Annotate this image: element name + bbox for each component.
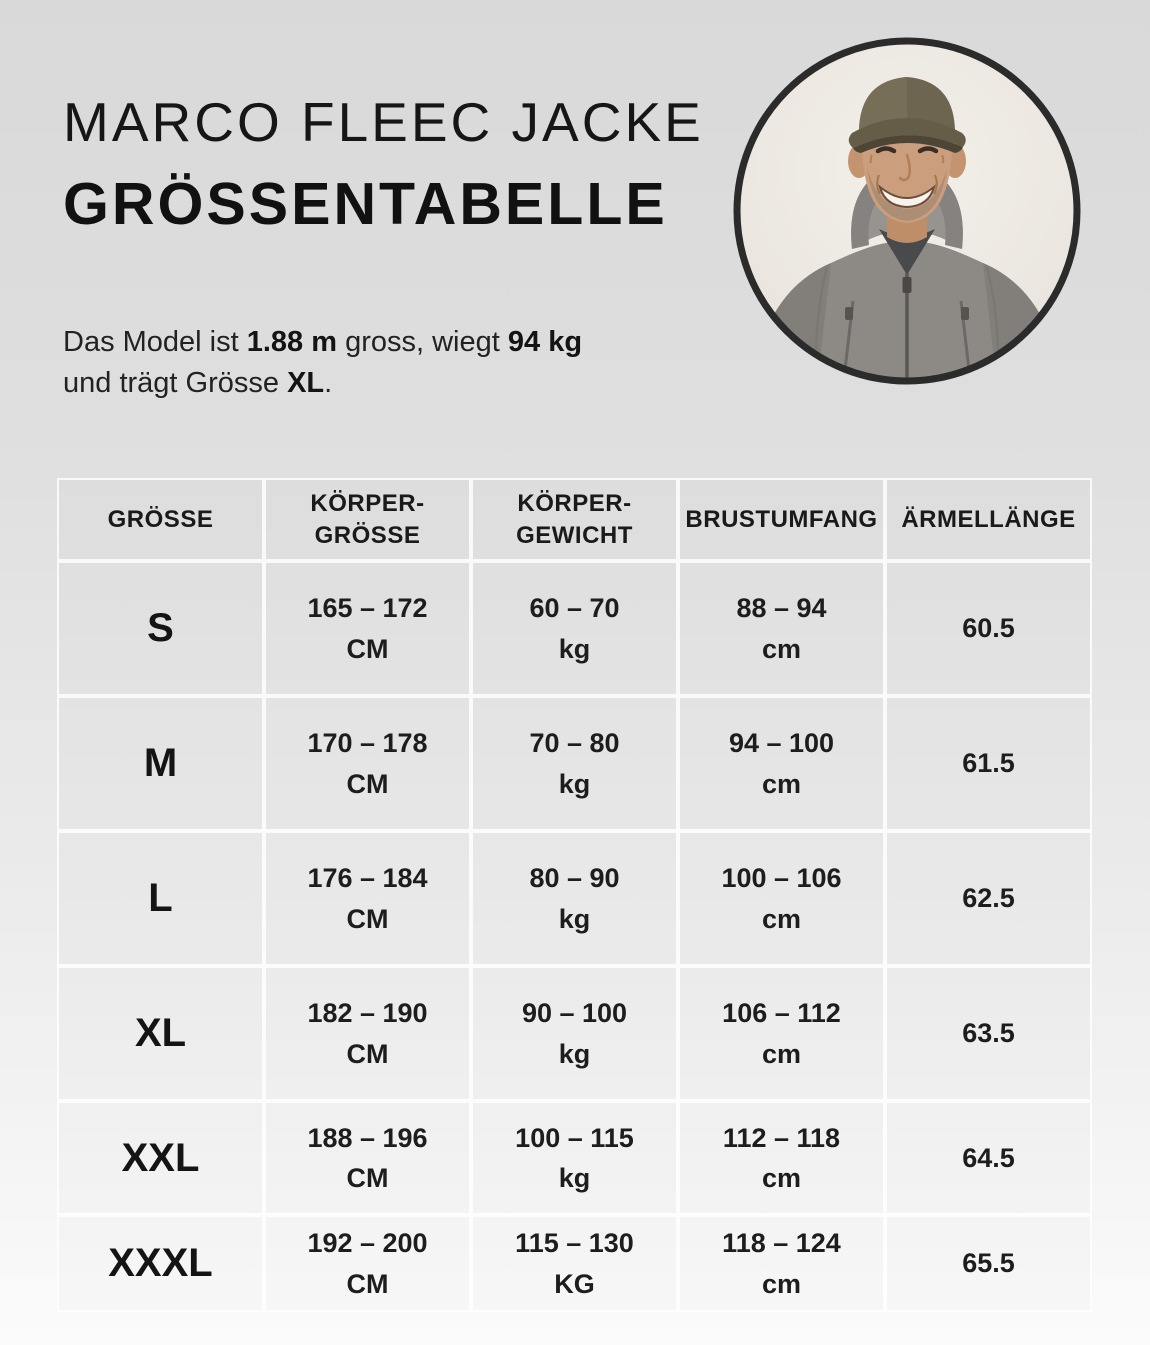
- value-cell: 182 – 190 CM: [264, 966, 471, 1101]
- size-cell: S: [57, 561, 264, 696]
- value-cell: 170 – 178 CM: [264, 696, 471, 831]
- value-cell: 112 – 118 cm: [678, 1101, 885, 1215]
- value-cell: 63.5: [885, 966, 1092, 1101]
- title-block: MARCO FLEEC JACKE GRÖSSENTABELLE: [63, 88, 704, 239]
- header-cell-groesse: GRÖSSE: [57, 478, 264, 561]
- value-cell: 60 – 70 kg: [471, 561, 678, 696]
- model-illustration: [733, 37, 1081, 385]
- size-cell: XXL: [57, 1101, 264, 1215]
- size-table: GRÖSSE KÖRPER- GRÖSSE KÖRPER- GEWICHT BR…: [57, 478, 1092, 1312]
- description-text: .: [324, 367, 333, 400]
- value-cell: 176 – 184 CM: [264, 831, 471, 966]
- value-cell: 90 – 100 kg: [471, 966, 678, 1101]
- model-height: 1.88 m: [246, 326, 338, 358]
- header-cell-koerpergewicht: KÖRPER- GEWICHT: [471, 478, 678, 561]
- model-photo: [731, 35, 1083, 387]
- value-cell: 188 – 196 CM: [264, 1101, 471, 1215]
- value-cell: 106 – 112 cm: [678, 966, 885, 1101]
- value-cell: 100 – 115 kg: [471, 1101, 678, 1215]
- value-cell: 60.5: [885, 561, 1092, 696]
- description-text: Das Model ist: [63, 326, 247, 358]
- model-weight: 94 kg: [507, 326, 583, 358]
- value-cell: 65.5: [885, 1215, 1092, 1312]
- value-cell: 61.5: [885, 696, 1092, 831]
- model-description: Das Model ist 1.88 m gross, wiegt 94 kg u…: [63, 322, 703, 404]
- value-cell: 88 – 94 cm: [678, 561, 885, 696]
- value-cell: 165 – 172 CM: [264, 561, 471, 696]
- description-text: gross, wiegt: [337, 326, 508, 358]
- value-cell: 94 – 100 cm: [678, 696, 885, 831]
- cap: [848, 77, 966, 153]
- size-cell: XL: [57, 966, 264, 1101]
- model-size: XL: [287, 367, 325, 400]
- page-title: GRÖSSENTABELLE: [63, 170, 668, 237]
- size-cell: M: [57, 696, 264, 831]
- value-cell: 70 – 80 kg: [471, 696, 678, 831]
- value-cell: 80 – 90 kg: [471, 831, 678, 966]
- header-cell-koerpergroesse: KÖRPER- GRÖSSE: [264, 478, 471, 561]
- photo-ring: [733, 37, 1081, 385]
- value-cell: 62.5: [885, 831, 1092, 966]
- value-cell: 118 – 124 cm: [678, 1215, 885, 1312]
- product-title: MARCO FLEEC JACKE: [63, 91, 704, 153]
- value-cell: 115 – 130 KG: [471, 1215, 678, 1312]
- size-cell: XXXL: [57, 1215, 264, 1312]
- value-cell: 192 – 200 CM: [264, 1215, 471, 1312]
- value-cell: 100 – 106 cm: [678, 831, 885, 966]
- header-cell-aermellaenge: ÄRMELLÄNGE: [885, 478, 1092, 561]
- description-text: und trägt Grösse: [63, 367, 288, 400]
- size-cell: L: [57, 831, 264, 966]
- header-cell-brustumfang: BRUSTUMFANG: [678, 478, 885, 561]
- value-cell: 64.5: [885, 1101, 1092, 1215]
